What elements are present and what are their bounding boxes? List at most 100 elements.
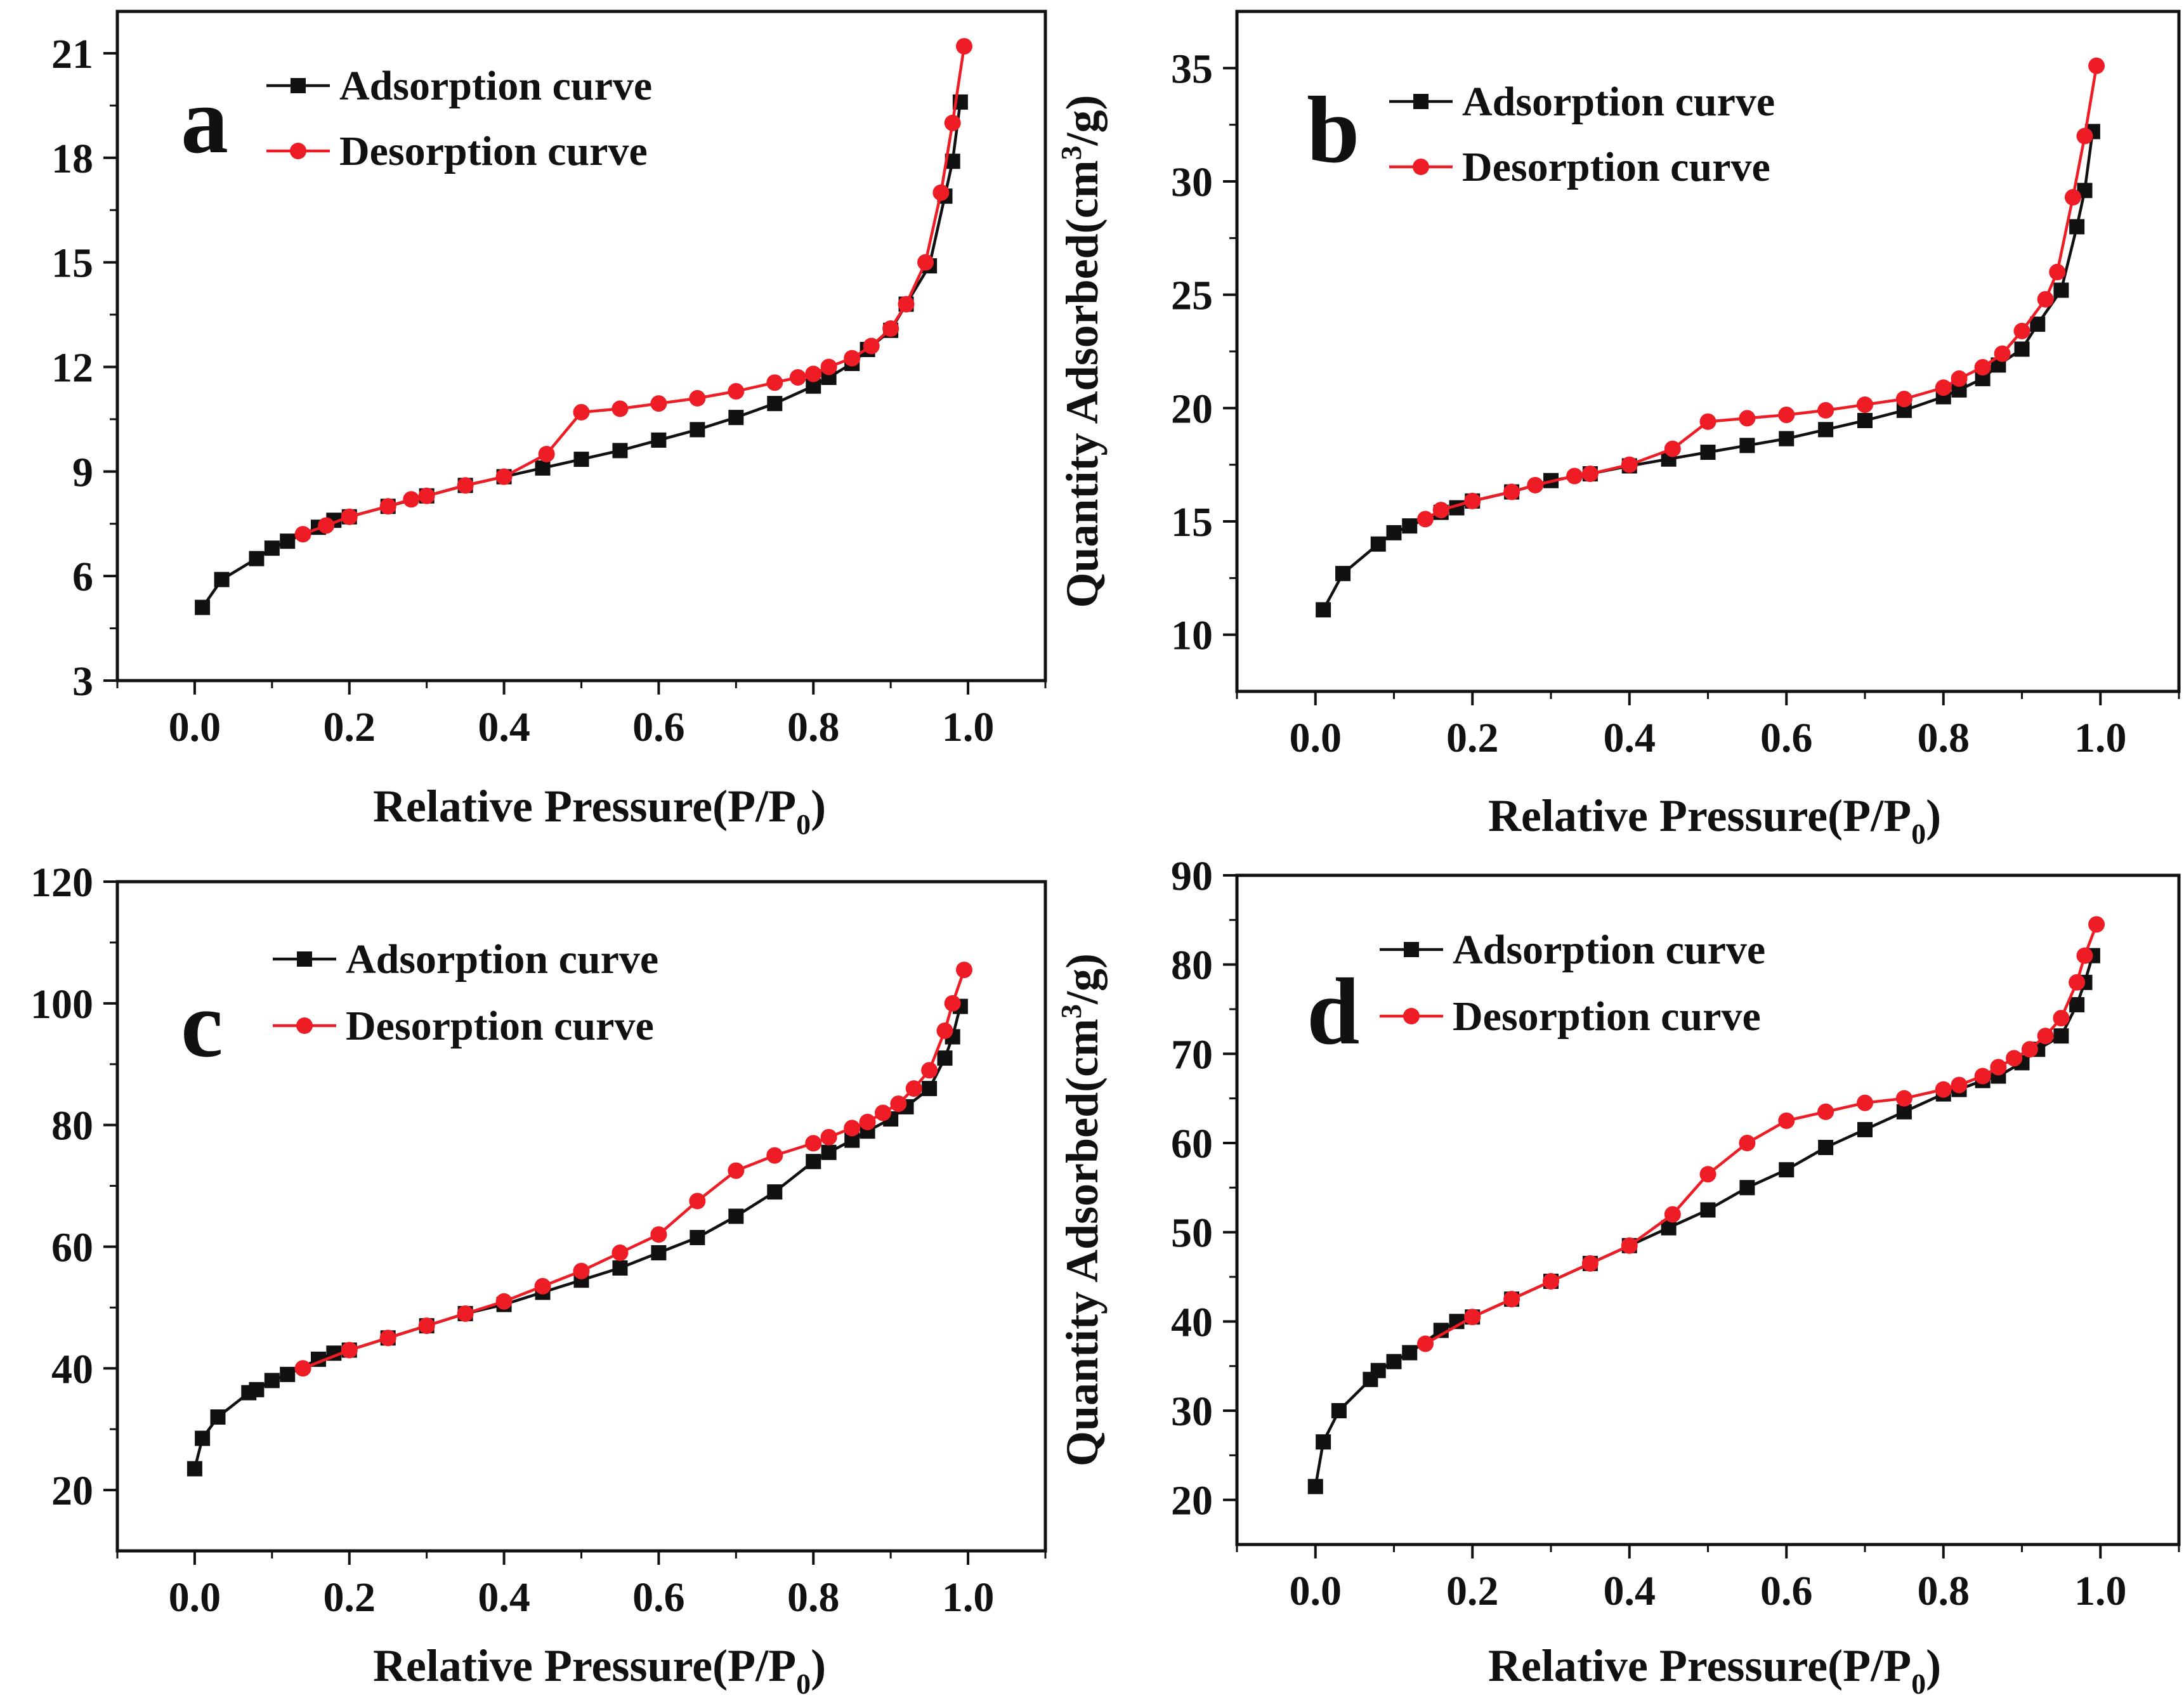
adsorption-data-point [1700,1202,1716,1218]
desorption-data-point [728,1162,745,1179]
y-axis-title: Quantity Adsorbed(cm3/g) [1055,95,1108,608]
y-tick-label: 12 [51,344,93,391]
desorption-data-point [611,1244,629,1262]
adsorption-data-point [210,1409,226,1425]
desorption-data-point [1464,492,1481,509]
adsorption-data-point [937,1050,953,1066]
x-tick-label: 0.8 [787,1574,840,1621]
x-axis-title: Relative Pressure(P/P0) [1488,790,1941,850]
plot-frame [115,10,1047,683]
desorption-data-point [2069,974,2086,991]
x-tick-label: 0.8 [787,704,840,750]
desorption-data-point [944,995,961,1012]
adsorption-data-point [249,551,265,566]
y-tick-label: 40 [1171,1299,1213,1345]
desorption-data-point [1581,1255,1599,1272]
x-tick-label: 0.6 [632,1574,685,1621]
y-axis-title: Quantity Adsorbed(cm3/g) [1055,953,1108,1467]
adsorption-data-point [2069,219,2085,235]
y-tick-label: 60 [1171,1121,1213,1167]
desorption-data-point [1527,476,1544,493]
adsorption-data-point [195,1430,211,1446]
y-tick-label: 20 [51,1468,93,1514]
desorption-data-point [573,403,590,421]
desorption-data-point [1935,1081,1952,1098]
desorption-data-point [294,526,311,543]
y-tick-label: 50 [1171,1210,1213,1257]
adsorption-data-point [2030,317,2046,332]
desorption-data-point [2088,916,2105,933]
desorption-data-point [650,1226,667,1243]
desorption-data-point [1503,1291,1520,1308]
y-tick-label: 9 [72,449,93,495]
desorption-data-point [1951,370,1968,387]
desorption-data-point [1974,359,1991,376]
y-tick-label: 40 [51,1346,93,1392]
desorption-data-point [403,491,420,508]
x-axis-title-main: Relative Pressure(P/P [1488,790,1911,841]
x-axis-title-main: Relative Pressure(P/P [373,1640,796,1691]
x-axis-title-tail: ) [811,1640,826,1691]
desorption-data-point [495,468,513,485]
x-axis-title: Relative Pressure(P/P0) [373,1640,826,1700]
x-tick-label: 0.2 [324,704,376,750]
legend-adsorption-label: Adsorption curve [1453,927,1765,973]
desorption-data-point [689,1192,706,1210]
legend-adsorption-label: Adsorption curve [339,63,652,109]
desorption-data-point [573,1262,590,1279]
x-axis-title-subscript: 0 [796,808,811,840]
y-tick-label: 6 [72,554,93,600]
desorption-data-point [805,365,822,382]
desorption-data-point [689,389,706,407]
adsorption-data-point [1316,1434,1331,1450]
y-tick-label: 80 [51,1103,93,1149]
desorption-data-point [728,382,745,400]
x-tick-label: 1.0 [2074,715,2127,761]
desorption-data-point [944,114,961,131]
desorption-data-point [1739,410,1756,427]
legend-desorption-marker [1403,1008,1420,1024]
desorption-data-point [2021,1041,2038,1058]
desorption-data-point [1895,1090,1913,1107]
y-tick-label: 90 [1171,853,1213,899]
y-tick-label: 60 [51,1224,93,1271]
x-axis-title-subscript: 0 [1911,818,1926,850]
desorption-curve-line [302,46,966,536]
x-tick-label: 0.0 [169,1574,221,1621]
adsorption-data-point [1370,536,1386,552]
y-tick-label: 100 [30,981,93,1028]
desorption-data-point [2053,1010,2070,1027]
y-tick-label: 30 [1171,1388,1213,1435]
adsorption-data-point [1779,431,1795,447]
y-axis-title-main: Quantity Adsorbed(cm [1057,1019,1108,1467]
adsorption-data-point [651,432,667,448]
desorption-data-point [898,296,915,313]
desorption-data-point [766,374,783,391]
x-tick-label: 0.0 [169,704,221,750]
y-tick-label: 70 [1171,1031,1213,1078]
x-axis-title: Relative Pressure(P/P0) [1488,1640,1941,1700]
adsorption-data-point [806,1154,821,1170]
adsorption-data-point [186,1461,202,1477]
y-tick-label: 35 [1171,46,1213,92]
desorption-data-point [1543,1273,1559,1290]
adsorption-data-point [651,1245,667,1261]
x-tick-label: 0.4 [1604,715,1656,761]
desorption-data-point [1739,1135,1756,1151]
desorption-curve-line [1424,924,2098,1345]
x-tick-label: 0.0 [1290,715,1342,761]
adsorption-data-point [195,599,211,615]
y-tick-label: 30 [1171,159,1213,206]
legend-desorption-label: Desorption curve [1453,993,1761,1040]
legend-desorption-marker [290,143,306,159]
desorption-data-point [2049,263,2066,280]
desorption-curve-line [1424,65,2098,521]
desorption-data-point [1664,1206,1681,1223]
desorption-data-point [2088,57,2105,74]
y-tick-label: 10 [1171,613,1213,659]
desorption-data-point [457,1305,474,1322]
desorption-data-point [341,1342,358,1359]
adsorption-data-point [1307,1479,1323,1494]
y-tick-label: 18 [51,136,93,182]
desorption-data-point [1417,511,1434,528]
